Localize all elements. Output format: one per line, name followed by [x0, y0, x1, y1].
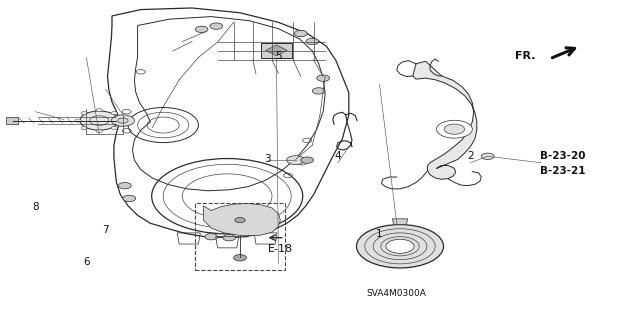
Circle shape	[356, 225, 444, 268]
Circle shape	[210, 23, 223, 29]
Text: FR.: FR.	[515, 51, 535, 61]
Circle shape	[234, 255, 246, 261]
Text: 5: 5	[275, 51, 282, 61]
Text: 7: 7	[102, 225, 109, 235]
Text: 1: 1	[376, 229, 382, 240]
Circle shape	[312, 88, 325, 94]
Circle shape	[117, 119, 124, 122]
Circle shape	[294, 30, 307, 37]
Text: 2: 2	[467, 151, 474, 161]
Circle shape	[436, 120, 472, 138]
Circle shape	[205, 234, 218, 240]
Circle shape	[386, 239, 414, 253]
Circle shape	[481, 153, 494, 160]
Polygon shape	[413, 61, 477, 179]
Circle shape	[223, 234, 236, 241]
Text: E-18: E-18	[268, 244, 293, 255]
Circle shape	[111, 115, 134, 126]
Text: 8: 8	[32, 202, 38, 212]
Bar	[261, 43, 292, 58]
Circle shape	[301, 157, 314, 163]
Circle shape	[444, 124, 465, 134]
Circle shape	[235, 218, 245, 223]
Circle shape	[111, 126, 117, 130]
Circle shape	[81, 126, 88, 130]
Polygon shape	[204, 204, 280, 235]
Circle shape	[195, 26, 208, 33]
Text: SVA4M0300A: SVA4M0300A	[367, 289, 427, 298]
Bar	[6, 117, 18, 124]
Circle shape	[96, 130, 102, 133]
Circle shape	[96, 108, 102, 112]
Circle shape	[111, 112, 117, 115]
Circle shape	[317, 75, 330, 81]
Circle shape	[81, 112, 88, 115]
Circle shape	[80, 111, 118, 130]
Polygon shape	[392, 219, 408, 225]
Circle shape	[118, 182, 131, 189]
Text: 4: 4	[335, 151, 341, 161]
Text: 3: 3	[264, 154, 271, 164]
Circle shape	[123, 195, 136, 202]
Text: B-23-20: B-23-20	[540, 151, 586, 161]
Circle shape	[306, 38, 319, 45]
Circle shape	[287, 156, 305, 165]
Text: 6: 6	[83, 256, 90, 267]
Circle shape	[75, 119, 81, 122]
Polygon shape	[266, 45, 287, 56]
Text: B-23-21: B-23-21	[540, 166, 586, 176]
Bar	[195, 203, 285, 270]
